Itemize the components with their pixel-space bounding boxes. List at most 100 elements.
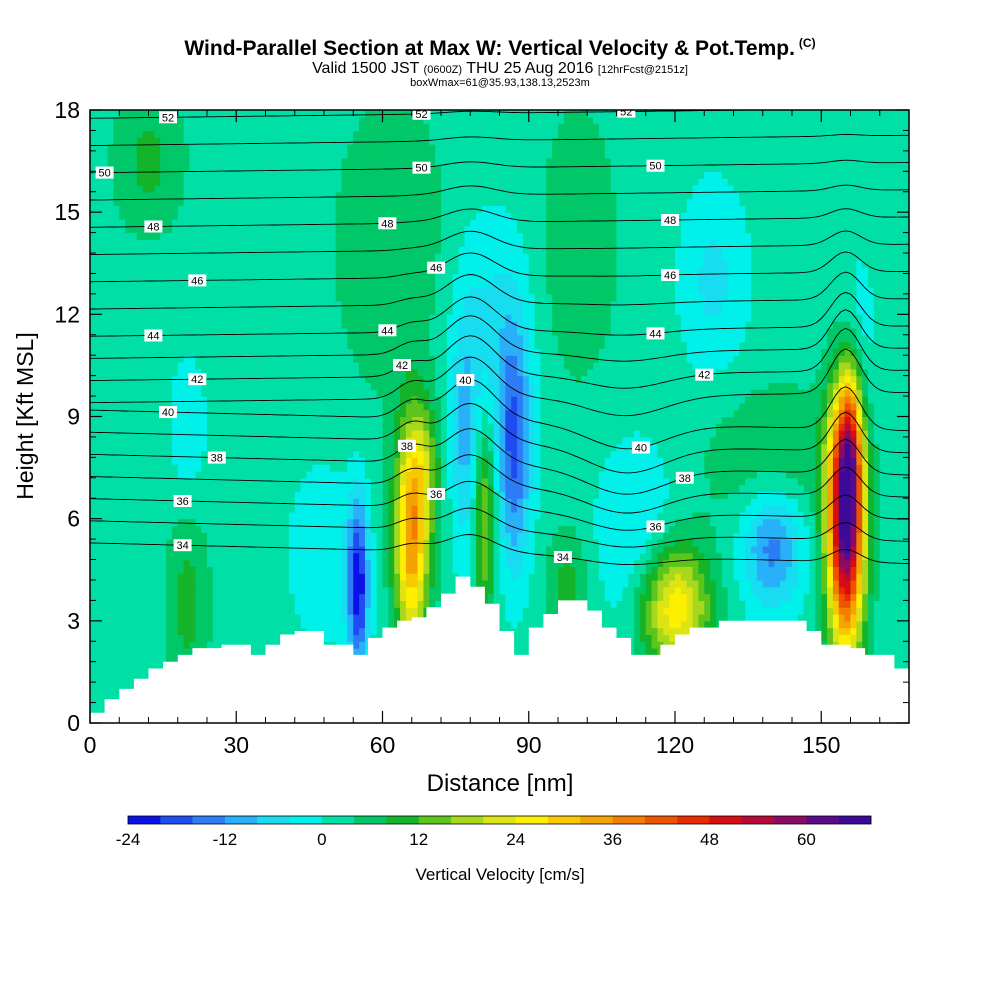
w-cell	[405, 511, 413, 520]
w-cell	[312, 341, 319, 349]
w-cell	[177, 607, 185, 615]
w-cell	[370, 559, 378, 567]
w-cell	[236, 368, 243, 377]
w-cell	[247, 253, 255, 261]
w-cell	[90, 157, 97, 166]
w-cell	[195, 470, 202, 479]
w-cell	[335, 218, 343, 227]
w-cell	[183, 396, 191, 404]
w-cell	[224, 348, 231, 356]
w-cell	[335, 491, 343, 499]
w-cell	[119, 218, 126, 227]
w-cell	[341, 300, 348, 309]
w-cell	[195, 409, 202, 418]
w-cell	[183, 253, 191, 261]
w-cell	[212, 396, 220, 404]
w-cell	[259, 150, 267, 159]
w-cell	[306, 280, 313, 288]
w-cell	[201, 123, 208, 132]
w-cell	[288, 171, 296, 179]
w-cell	[148, 457, 155, 465]
w-cell	[247, 307, 255, 315]
w-cell	[125, 545, 132, 554]
w-cell	[125, 634, 132, 642]
w-cell	[324, 539, 331, 547]
w-cell	[177, 314, 185, 322]
w-cell	[335, 362, 343, 370]
w-cell	[201, 443, 208, 452]
w-cell	[335, 416, 343, 424]
w-cell	[312, 307, 319, 315]
w-cell	[160, 171, 167, 179]
w-cell	[113, 586, 120, 595]
w-cell	[207, 402, 214, 411]
w-cell	[125, 579, 132, 588]
w-cell	[259, 559, 267, 567]
w-cell	[306, 266, 313, 275]
w-cell	[207, 218, 214, 227]
w-cell	[171, 164, 179, 172]
w-cell	[136, 443, 144, 452]
w-cell	[382, 586, 389, 595]
w-cell	[265, 164, 272, 172]
w-cell	[148, 505, 155, 513]
w-cell	[364, 130, 372, 138]
w-cell	[166, 607, 173, 615]
w-cell	[119, 539, 126, 547]
w-cell	[288, 579, 296, 588]
w-cell	[347, 110, 354, 118]
w-cell	[388, 396, 395, 404]
w-cell	[300, 246, 308, 254]
w-cell	[405, 171, 413, 179]
w-cell	[283, 225, 290, 234]
w-cell	[329, 321, 337, 329]
w-cell	[101, 654, 109, 663]
w-cell	[347, 511, 354, 520]
w-cell	[207, 579, 214, 588]
w-cell	[189, 505, 196, 513]
w-cell	[142, 375, 150, 384]
w-cell	[224, 416, 231, 424]
w-cell	[130, 184, 138, 193]
w-cell	[400, 586, 407, 595]
w-cell	[265, 579, 272, 588]
w-cell	[347, 314, 354, 322]
w-cell	[400, 484, 407, 493]
w-cell	[224, 184, 231, 193]
w-cell	[142, 150, 150, 159]
w-cell	[359, 239, 366, 247]
w-cell	[189, 607, 196, 615]
w-cell	[253, 212, 261, 220]
w-cell	[107, 130, 114, 138]
w-cell	[136, 654, 144, 663]
w-cell	[107, 430, 114, 438]
w-cell	[312, 566, 319, 574]
w-cell	[160, 300, 167, 309]
w-cell	[101, 668, 109, 676]
w-cell	[171, 246, 179, 254]
w-cell	[224, 157, 231, 166]
w-cell	[95, 280, 103, 288]
w-cell	[107, 314, 114, 322]
w-cell	[294, 430, 302, 438]
w-cell	[370, 593, 378, 601]
w-cell	[283, 511, 290, 520]
w-cell	[224, 470, 231, 479]
w-cell	[341, 614, 348, 622]
w-cell	[130, 171, 138, 179]
w-cell	[236, 443, 243, 452]
w-cell	[183, 327, 191, 336]
w-cell	[166, 484, 173, 493]
w-cell	[125, 505, 132, 513]
w-cell	[107, 505, 114, 513]
w-cell	[405, 600, 413, 608]
w-cell	[183, 198, 191, 206]
w-cell	[335, 225, 343, 234]
w-cell	[335, 443, 343, 452]
w-cell	[265, 443, 272, 452]
w-cell	[125, 382, 132, 390]
w-cell	[283, 491, 290, 499]
w-cell	[166, 137, 173, 145]
w-cell	[201, 518, 208, 527]
w-cell	[283, 157, 290, 166]
